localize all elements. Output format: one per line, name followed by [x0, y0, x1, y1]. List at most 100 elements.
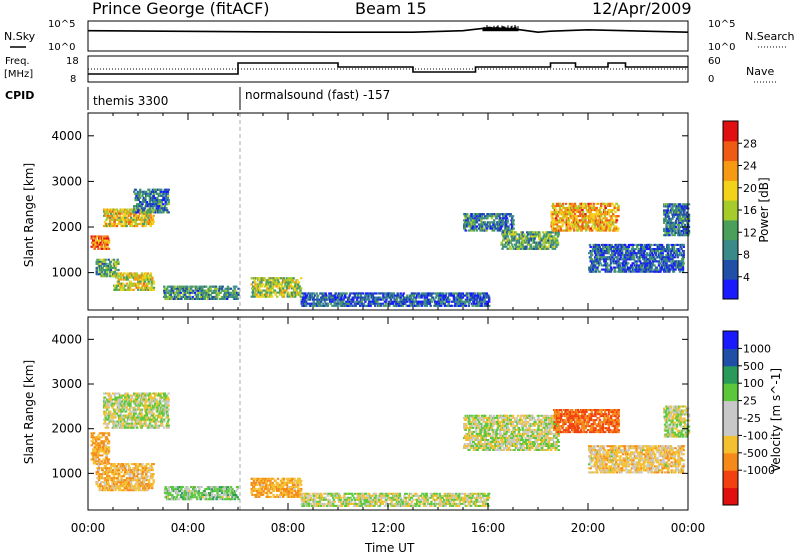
data-cell	[92, 448, 95, 451]
data-cell	[389, 296, 392, 299]
data-cell	[97, 479, 101, 482]
cpid-mode-normalsound: normalsound (fast) -157	[245, 88, 390, 102]
data-cell	[573, 229, 576, 232]
data-cell	[282, 295, 286, 298]
data-cell	[651, 262, 655, 265]
data-cell	[193, 291, 197, 294]
data-cell	[141, 203, 144, 206]
data-cell	[676, 256, 679, 259]
data-cell	[507, 237, 510, 240]
data-cell	[319, 302, 322, 305]
y-tick-label: 3000	[51, 174, 82, 188]
data-cell	[143, 207, 146, 210]
data-cell	[633, 252, 637, 255]
data-cell	[377, 304, 381, 307]
data-cell	[98, 446, 101, 449]
data-cell	[138, 194, 141, 197]
data-cell	[296, 287, 299, 290]
data-cell	[217, 289, 221, 292]
data-cell	[598, 270, 601, 273]
data-cell	[360, 296, 363, 299]
data-cell	[103, 467, 106, 470]
data-cell	[98, 243, 102, 246]
data-cell	[169, 297, 172, 300]
data-cell	[237, 293, 240, 296]
data-cell	[139, 188, 142, 191]
data-cell	[674, 264, 677, 267]
data-cell	[476, 300, 479, 303]
data-cell	[277, 291, 280, 294]
data-cell	[612, 248, 616, 251]
data-cell	[567, 223, 570, 226]
data-cell	[599, 258, 602, 261]
data-cell	[552, 243, 555, 246]
data-cell	[389, 294, 392, 297]
data-cell	[94, 243, 97, 246]
data-cell	[96, 243, 99, 246]
data-cell	[553, 237, 556, 240]
data-cell	[139, 192, 142, 195]
data-cell	[671, 234, 674, 237]
data-cell	[664, 234, 667, 237]
data-cell	[282, 287, 285, 290]
data-cell	[426, 294, 429, 297]
data-cell	[680, 213, 683, 216]
data-cell	[469, 296, 472, 299]
data-cell	[644, 260, 647, 263]
data-cell	[604, 229, 607, 232]
data-cell	[488, 296, 491, 299]
data-cell	[671, 225, 674, 228]
data-cell	[675, 213, 678, 216]
data-cell	[98, 454, 102, 457]
data-cell	[675, 209, 679, 212]
data-cell	[560, 209, 563, 212]
data-cell	[581, 209, 584, 212]
data-cell	[596, 245, 599, 248]
data-cell	[294, 287, 298, 290]
data-cell	[274, 291, 277, 294]
data-cell	[633, 270, 636, 273]
data-cell	[676, 217, 679, 220]
data-cell	[684, 234, 687, 237]
data-cell	[323, 292, 326, 295]
data-cell	[207, 297, 210, 300]
data-cell	[381, 302, 384, 305]
data-cell	[135, 211, 138, 214]
data-cell	[272, 277, 275, 280]
data-cell	[109, 489, 112, 492]
data-cell	[253, 279, 256, 282]
data-cell	[397, 300, 400, 303]
data-cell	[618, 258, 622, 261]
data-cell	[119, 284, 122, 287]
power-ylabel: Slant Range [km]	[22, 163, 36, 267]
data-cell	[676, 213, 679, 216]
data-cell	[674, 268, 677, 271]
data-cell	[542, 241, 545, 244]
data-cell	[672, 264, 676, 267]
data-cell	[639, 262, 643, 265]
data-cell	[149, 225, 152, 228]
data-cell	[442, 292, 445, 295]
data-cell	[201, 289, 204, 292]
data-cell	[107, 266, 110, 269]
data-cell	[597, 262, 601, 265]
data-cell	[96, 258, 99, 261]
data-cell	[109, 262, 112, 265]
data-cell	[645, 256, 648, 259]
freq-tick-bottom: 8	[70, 74, 76, 85]
data-cell	[502, 215, 506, 218]
data-cell	[294, 283, 298, 286]
data-cell	[103, 485, 106, 488]
data-cell	[98, 460, 102, 463]
data-cell	[672, 243, 675, 246]
data-cell	[513, 239, 516, 242]
data-cell	[496, 229, 500, 232]
data-cell	[650, 268, 653, 271]
data-cell	[288, 295, 292, 298]
data-cell	[505, 215, 508, 218]
data-cell	[624, 262, 628, 265]
data-cell	[266, 279, 269, 282]
data-cell	[335, 292, 338, 295]
data-cell	[323, 296, 327, 299]
data-cell	[104, 465, 107, 468]
